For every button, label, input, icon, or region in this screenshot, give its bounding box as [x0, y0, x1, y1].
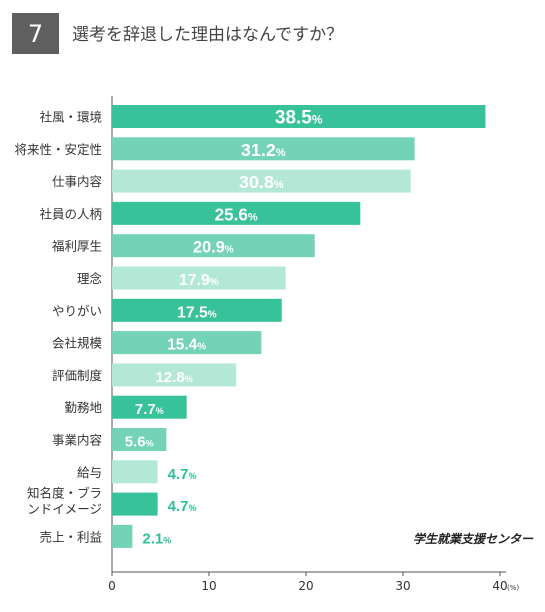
bar-13	[112, 492, 158, 516]
bar-11	[112, 428, 167, 451]
category-label: 理念	[77, 271, 103, 286]
x-tick-label: 30	[395, 579, 410, 593]
data-label: 12.8%	[155, 369, 192, 386]
bar-10	[112, 395, 187, 419]
data-label: 25.6%	[215, 205, 258, 224]
data-label: 4.7%	[168, 498, 197, 515]
category-label: 社風・環境	[39, 110, 102, 125]
data-label: 4.7%	[168, 466, 197, 483]
question-title: 選考を辞退した理由はなんですか？	[72, 25, 344, 45]
category-label: 福利厚生	[52, 239, 102, 254]
data-label: 7.7%	[135, 401, 164, 418]
x-tick-label: 10	[201, 579, 216, 593]
bar-2	[112, 137, 415, 161]
source-credit: 学生就業支援センター	[413, 532, 534, 546]
bar-4	[112, 201, 361, 225]
data-label: 17.9%	[179, 272, 219, 289]
category-label: 会社規模	[52, 336, 103, 351]
bar-6	[112, 266, 286, 290]
data-label: 38.5%	[275, 108, 323, 129]
x-tick-label: 0	[108, 579, 116, 593]
category-label: 事業内容	[52, 433, 102, 448]
category-label: 将来性・安定性	[14, 142, 102, 157]
category-label: 給与	[77, 465, 102, 480]
category-label: やりがい	[52, 303, 102, 318]
x-axis-unit: (%)	[507, 584, 519, 592]
data-label: 30.8%	[239, 172, 284, 192]
bar-8	[112, 331, 262, 355]
x-tick-label: 40	[492, 579, 507, 593]
category-label: 知名度・ブランドイメージ	[27, 486, 102, 517]
question-number-badge: 7	[12, 13, 59, 54]
bar-9	[112, 363, 237, 387]
bar-3	[112, 169, 411, 193]
category-label: 社員の人柄	[39, 206, 102, 221]
data-label: 20.9%	[193, 239, 234, 257]
bar-1	[112, 105, 486, 128]
data-label: 5.6%	[125, 434, 154, 451]
data-label: 31.2%	[241, 140, 286, 160]
data-label: 17.5%	[177, 304, 217, 321]
category-label: 売上・利益	[39, 529, 102, 544]
category-label: 評価制度	[52, 368, 103, 383]
category-label: 勤務地	[64, 400, 102, 415]
data-label: 2.1%	[142, 530, 171, 547]
bar-12	[112, 460, 158, 484]
data-label: 15.4%	[167, 337, 206, 354]
x-tick-label: 20	[298, 579, 313, 593]
bar-14	[112, 524, 133, 548]
bar-5	[112, 234, 315, 258]
category-label: 仕事内容	[52, 174, 102, 189]
bar-7	[112, 298, 282, 322]
